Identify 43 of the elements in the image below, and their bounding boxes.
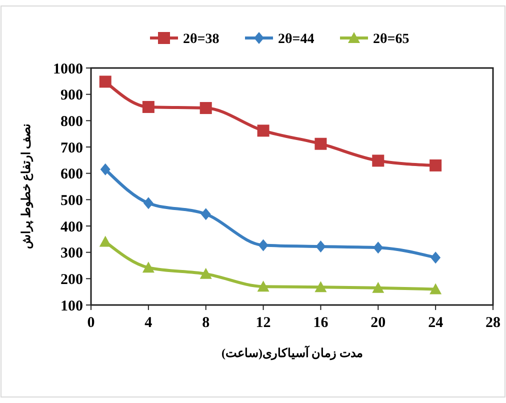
x-tick-label: 28 [486,315,500,331]
y-tick-label: 300 [60,246,83,262]
point [257,124,270,137]
y-tick-label: 500 [60,192,83,209]
point [316,240,326,253]
legend-label: 2θ=38 [183,32,220,47]
y-tick-label: 1000 [53,61,83,78]
x-tick-label: 4 [144,315,153,331]
x-tick-label: 24 [428,315,444,331]
x-tick-label: 12 [256,315,271,331]
y-tick-label: 100 [60,298,83,314]
x-axis-title: مدت زمان آسیاکاری(ساعت) [222,344,362,361]
point [200,102,212,114]
y-tick-label: 800 [60,114,83,130]
x-tick-label: 20 [370,315,386,331]
point [430,159,442,172]
point [314,138,327,150]
point [200,208,211,220]
y-tick-label: 200 [60,272,83,288]
point [100,163,110,176]
y-axis-title: نصف ارتفاع خطوط پراش [19,124,34,249]
point [258,239,268,252]
x-tick-label: 16 [313,315,329,331]
y-tick-label: 700 [60,140,83,156]
point [430,252,441,264]
point [143,197,154,210]
point [314,281,327,292]
point [142,100,154,113]
legend-label: 2θ=44 [278,32,314,47]
point [99,76,112,88]
point [142,262,154,273]
x-tick-label: 0 [87,315,95,331]
point [372,282,384,293]
y-tick-label: 600 [60,166,83,183]
x-tick-label: 8 [202,315,210,331]
point [373,242,384,254]
point [257,280,270,292]
point [372,154,384,167]
point [430,283,442,294]
y-tick-label: 900 [60,88,83,104]
point [200,268,212,279]
legend-label: 2θ=65 [373,32,410,47]
y-tick-label: 400 [60,219,83,236]
